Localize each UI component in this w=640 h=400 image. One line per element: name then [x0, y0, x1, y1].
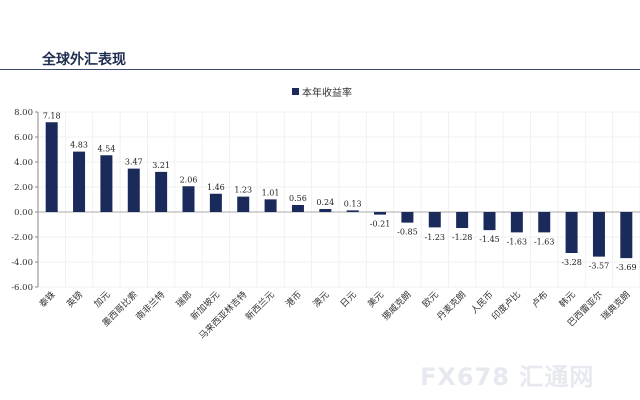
y-tick-label: 2.00	[14, 183, 33, 193]
y-tick-label: -6.00	[11, 283, 33, 293]
x-tick-label: 南非兰特	[133, 289, 167, 323]
legend-label: 本年收益率	[302, 88, 352, 99]
y-tick-label: 4.00	[14, 158, 33, 168]
data-label: -3.28	[561, 258, 582, 267]
bar	[291, 205, 304, 212]
x-tick-label: 人民币	[469, 289, 496, 316]
bar	[510, 212, 523, 233]
data-label: 7.18	[43, 111, 61, 120]
y-tick-label: 8.00	[14, 108, 33, 118]
bar	[565, 212, 578, 253]
data-label: -3.69	[616, 263, 637, 272]
data-label: 4.83	[70, 141, 88, 150]
x-tick-label: 澳元	[310, 289, 331, 310]
x-tick-label: 印度卢比	[489, 289, 523, 323]
x-tick-label: 瑞典克朗	[598, 289, 632, 323]
x-tick-label: 挪威克朗	[380, 289, 414, 323]
data-label: 2.06	[180, 175, 198, 184]
bar	[182, 186, 195, 212]
x-tick-label: 加元	[92, 289, 113, 310]
x-tick-label: 韩元	[556, 289, 577, 310]
bar	[346, 210, 359, 212]
x-tick-label: 瑞郎	[173, 289, 194, 310]
data-label: 1.46	[207, 183, 225, 192]
x-tick-label: 英镑	[64, 289, 85, 310]
y-tick-label: -2.00	[11, 233, 33, 243]
bar	[401, 212, 414, 223]
x-tick-label: 丹麦克朗	[434, 289, 468, 323]
x-tick-label: 泰铢	[37, 289, 58, 310]
data-label: 4.54	[98, 144, 116, 153]
title-divider	[0, 69, 640, 70]
bar	[538, 212, 551, 233]
data-label: -0.85	[397, 228, 418, 237]
page-title: 全球外汇表现	[42, 52, 126, 68]
bar	[319, 209, 332, 212]
bar	[374, 212, 387, 215]
data-label: 3.47	[125, 158, 143, 167]
legend-swatch	[292, 88, 299, 95]
x-tick-label: 港币	[283, 289, 304, 310]
data-label: -1.63	[507, 237, 528, 246]
data-label: -3.57	[589, 262, 610, 271]
legend: 本年收益率	[292, 84, 352, 99]
data-label: 3.21	[152, 161, 170, 170]
data-label: -1.23	[425, 233, 446, 242]
x-tick-label: 美元	[365, 289, 386, 310]
data-label: -1.63	[534, 237, 555, 246]
bar	[155, 171, 168, 212]
x-tick-label: 新西兰元	[243, 289, 277, 323]
y-tick-label: 0.00	[14, 208, 33, 218]
data-label: 0.56	[289, 194, 307, 203]
y-tick-label: 6.00	[14, 133, 33, 143]
data-label: -1.45	[479, 235, 500, 244]
x-tick-label: 欧元	[420, 289, 441, 310]
bar	[428, 212, 441, 228]
bar	[209, 193, 222, 212]
watermark-logo: FX678 汇通网	[420, 363, 595, 391]
data-label: 0.13	[344, 199, 362, 208]
bar	[45, 122, 58, 212]
bar	[483, 212, 496, 231]
y-tick-label: -4.00	[11, 258, 33, 268]
data-label: -1.28	[452, 233, 473, 242]
x-tick-label: 日元	[338, 289, 359, 310]
bar	[73, 151, 86, 212]
bar	[100, 155, 113, 212]
bar	[264, 199, 277, 212]
bar	[620, 212, 633, 259]
bar	[237, 196, 250, 212]
x-tick-label: 卢布	[529, 289, 550, 310]
bar	[592, 212, 605, 257]
bar	[456, 212, 469, 228]
data-label: 0.24	[316, 198, 334, 207]
data-label: 1.23	[234, 186, 252, 195]
x-tick-label: 马来西亚林吉特	[196, 289, 249, 342]
bar	[127, 168, 140, 212]
data-label: 1.01	[262, 188, 280, 197]
data-label: -0.21	[370, 220, 391, 229]
